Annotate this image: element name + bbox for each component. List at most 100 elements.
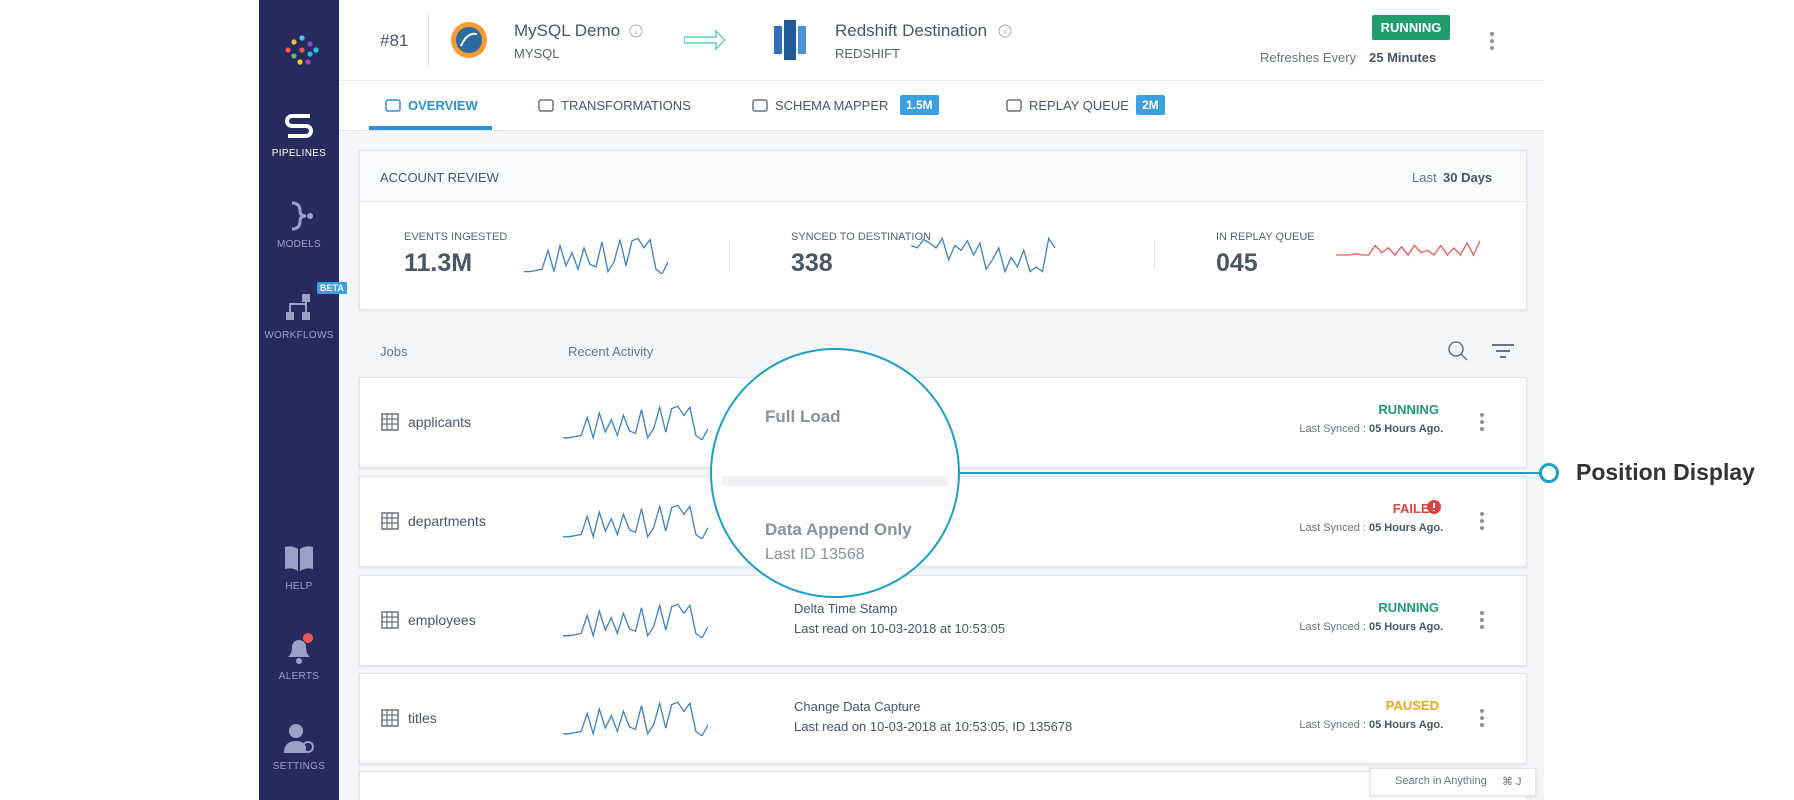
table-icon-part <box>382 612 398 628</box>
job-name: titles <box>408 710 437 726</box>
sidebar-icon-part <box>291 201 313 231</box>
header-menu[interactable] <box>1490 32 1494 36</box>
destination-icon-part <box>798 26 806 54</box>
logo-part <box>307 41 313 47</box>
sidebar-icon <box>282 199 316 233</box>
tab-icon <box>751 96 769 114</box>
metric-sparkline <box>524 236 669 276</box>
sidebar-label[interactable]: PIPELINES <box>271 148 327 159</box>
sidebar-icon-part <box>286 312 294 320</box>
table-icon-part <box>381 413 399 431</box>
search-icon-part <box>1448 341 1468 361</box>
sidebar-icon-part <box>303 633 313 643</box>
status-badge: RUNNING <box>1372 15 1450 40</box>
metric-divider <box>1154 240 1155 270</box>
job-detail: Last read on 10-03-2018 at 10:53:05 <box>794 621 1006 636</box>
metric-divider <box>729 240 730 270</box>
sidebar-label[interactable]: ALERTS <box>278 671 320 682</box>
search-icon <box>1448 341 1468 361</box>
metric-sparkline-part <box>524 237 669 276</box>
logo-part <box>285 47 291 53</box>
job-row[interactable] <box>359 575 1527 666</box>
sidebar-label[interactable]: SETTINGS <box>272 761 326 772</box>
table-icon-part <box>381 611 399 629</box>
job-detail: Last ID 13568 <box>765 546 865 563</box>
job-row-partial <box>359 771 1527 800</box>
metric-sparkline <box>910 236 1056 274</box>
table-icon-part <box>382 513 398 529</box>
flow-arrow <box>683 28 727 52</box>
sidebar <box>259 0 339 800</box>
tab-icon-part <box>538 99 554 112</box>
job-mode: Data Append Only <box>765 520 912 539</box>
job-row[interactable] <box>359 673 1527 764</box>
table-icon <box>381 413 399 431</box>
table-icon-part <box>381 413 399 431</box>
job-detail: Last read on 10-03-2018 at 10:53:05, ID … <box>794 719 1073 734</box>
last-synced: 05 Hours Ago. <box>1369 423 1444 435</box>
row-menu[interactable] <box>1480 512 1484 516</box>
tab-icon <box>537 96 555 114</box>
job-sparkline-part <box>563 503 709 540</box>
tab-icon-part <box>752 99 768 112</box>
metric-sparkline-part <box>1336 240 1481 257</box>
metric-label: IN REPLAY QUEUE <box>1216 231 1315 243</box>
sidebar-icon-part <box>302 294 310 302</box>
row-menu[interactable] <box>1480 413 1484 417</box>
tab-label[interactable]: OVERVIEW <box>408 98 478 113</box>
job-sparkline-part <box>563 602 709 639</box>
search-box[interactable] <box>1370 768 1536 796</box>
sidebar-icon-part <box>307 213 313 219</box>
logo-part <box>307 51 313 57</box>
pipeline-id: #81 <box>380 31 409 50</box>
sidebar-icon <box>282 721 316 755</box>
callout-line <box>960 472 1548 474</box>
job-sparkline <box>563 700 709 737</box>
sidebar-icon-part <box>289 302 307 312</box>
last-synced-label: Last Synced : <box>1299 719 1366 731</box>
tab-badge: 2M <box>1136 95 1165 115</box>
info-icon-part <box>998 24 1012 38</box>
callout-label: Position Display <box>1576 459 1755 485</box>
destination-name: Redshift Destination <box>835 21 988 40</box>
column-header: Jobs <box>380 344 408 359</box>
tab-icon-part <box>385 99 401 112</box>
sidebar-icon-part <box>286 294 310 320</box>
sidebar-icon-part <box>296 658 302 664</box>
metric-sparkline-part <box>524 237 669 276</box>
sidebar-icon-part <box>288 640 310 657</box>
job-status: RUNNING <box>1378 402 1439 417</box>
source-icon-part <box>456 27 482 53</box>
info-icon <box>998 24 1012 38</box>
sidebar-label[interactable]: HELP <box>285 581 313 592</box>
row-menu[interactable] <box>1480 709 1484 713</box>
row-menu[interactable] <box>1480 611 1484 615</box>
period-value[interactable]: 30 Days <box>1443 170 1493 185</box>
tab-underline <box>369 126 492 130</box>
job-sparkline <box>563 404 709 441</box>
sidebar-icon <box>282 108 316 142</box>
refresh-value[interactable]: 25 Minutes <box>1369 50 1437 65</box>
job-name: departments <box>408 513 486 529</box>
tab-label[interactable]: SCHEMA MAPPER <box>775 98 889 113</box>
search-icon-part <box>1448 341 1464 357</box>
flow-arrow-part <box>683 29 727 51</box>
sidebar-label[interactable]: WORKFLOWS <box>264 330 334 341</box>
table-icon <box>381 512 399 530</box>
metric-sparkline-part <box>910 236 1056 274</box>
logo-part <box>291 39 297 45</box>
tab-label[interactable]: REPLAY QUEUE <box>1029 98 1129 113</box>
flow-arrow-part <box>683 29 727 51</box>
sidebar-label[interactable]: MODELS <box>276 239 322 250</box>
table-icon <box>381 611 399 629</box>
table-icon-part <box>382 414 398 430</box>
tab-label[interactable]: TRANSFORMATIONS <box>561 98 691 113</box>
sidebar-icon-part <box>289 724 303 738</box>
sidebar-icon-part <box>285 114 313 138</box>
error-icon <box>1427 500 1441 514</box>
logo <box>280 30 320 70</box>
callout-dot <box>1539 463 1559 483</box>
logo-part <box>285 35 319 65</box>
last-synced: 05 Hours Ago. <box>1369 522 1444 534</box>
